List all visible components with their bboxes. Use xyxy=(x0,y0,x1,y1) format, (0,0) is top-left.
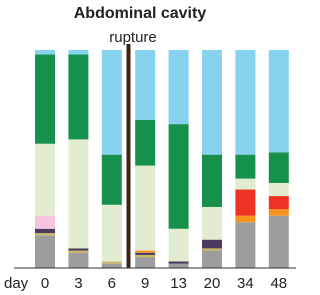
bar-segment xyxy=(101,261,122,264)
bar-segment xyxy=(35,235,55,268)
bar-segment xyxy=(35,215,55,229)
bar-segment xyxy=(35,50,55,55)
bar-segment xyxy=(135,257,156,268)
x-tick-label: 3 xyxy=(74,275,82,292)
bar-segment xyxy=(168,228,189,262)
bar-segment xyxy=(168,124,189,229)
x-tick-label: 0 xyxy=(41,275,49,292)
bar-segment xyxy=(68,139,89,249)
bar-segment xyxy=(68,248,89,251)
bar-segment xyxy=(68,250,89,253)
x-tick-label: 13 xyxy=(170,275,187,292)
bar-segment xyxy=(135,252,156,255)
bar-segment xyxy=(268,215,289,268)
bar-segment xyxy=(235,154,256,179)
bar-segment xyxy=(202,206,222,240)
chart: Abdominal cavity rupture day 0 3 6 9 13 20 34 4… xyxy=(4,5,296,292)
bar-segment xyxy=(235,215,256,223)
bar-segment xyxy=(235,178,256,190)
bar-segment xyxy=(168,261,189,264)
bar-segment xyxy=(135,250,156,253)
x-tick-label: 9 xyxy=(141,275,149,292)
bar-segment xyxy=(202,239,222,249)
bar-segment xyxy=(35,233,55,236)
bar-segment xyxy=(202,248,222,251)
bar-segment xyxy=(135,165,156,251)
x-tick-label: 34 xyxy=(237,275,254,292)
annotation: rupture xyxy=(109,29,157,46)
bar-segment xyxy=(235,50,256,155)
x-axis-label: day xyxy=(4,275,29,292)
bar-segment xyxy=(268,182,289,197)
bar-segment xyxy=(68,252,89,268)
bar-segment xyxy=(101,204,122,262)
bar-segment xyxy=(35,228,55,234)
bar-segment xyxy=(135,119,156,166)
bar-segment xyxy=(35,54,55,144)
bar-segment xyxy=(268,209,289,216)
bar-segment xyxy=(235,222,256,268)
x-tick-label: 20 xyxy=(204,275,221,292)
bar-segment xyxy=(202,250,222,268)
bar-segment xyxy=(168,50,189,125)
bar-segment xyxy=(68,50,89,55)
bar-segment xyxy=(135,254,156,258)
x-tick-label: 6 xyxy=(108,275,116,292)
bar-segment xyxy=(268,152,289,183)
bar-segment xyxy=(202,50,222,155)
bar-segment xyxy=(35,143,55,216)
bar-segment xyxy=(268,50,289,153)
bar-segment xyxy=(202,154,222,207)
bar-segment xyxy=(101,263,122,268)
bar-segment xyxy=(235,189,256,216)
bar-segment xyxy=(101,50,122,155)
chart-title: Abdominal cavity xyxy=(74,5,207,22)
bar-segment xyxy=(268,196,289,210)
bar-segment xyxy=(101,154,122,205)
x-tick-label: 48 xyxy=(270,275,287,292)
bar-segment xyxy=(168,263,189,268)
bar-segment xyxy=(68,54,89,140)
bar-segment xyxy=(135,50,156,120)
